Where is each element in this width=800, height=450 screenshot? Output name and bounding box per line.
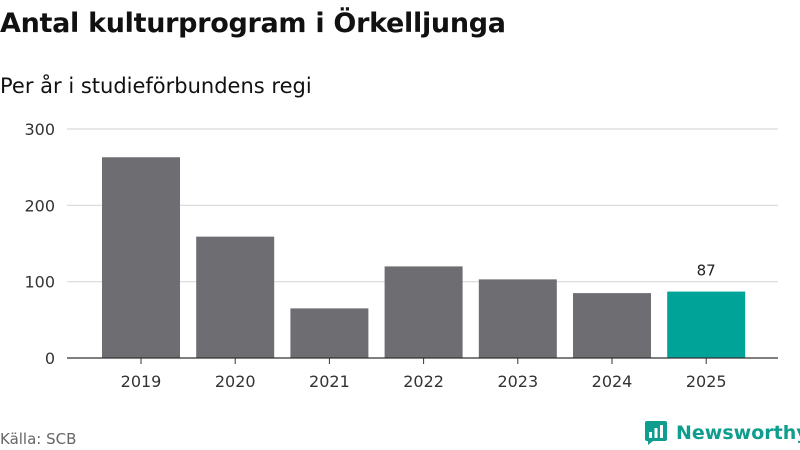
x-tick-label: 2020 [215, 372, 256, 391]
x-tick-label: 2021 [309, 372, 350, 391]
brand-logo: Newsworthy [644, 418, 800, 448]
bar [573, 293, 651, 358]
y-tick-label: 200 [24, 196, 55, 215]
x-tick-label: 2023 [497, 372, 538, 391]
source-note: Källa: SCB [0, 430, 77, 448]
x-tick-label: 2022 [403, 372, 444, 391]
x-tick-label: 2019 [121, 372, 162, 391]
data-label: 87 [697, 262, 716, 280]
brand-name: Newsworthy [676, 422, 800, 444]
y-tick-label: 100 [24, 273, 55, 292]
y-tick-label: 300 [24, 120, 55, 139]
chart-subtitle: Per år i studieförbundens regi [0, 74, 312, 98]
bar [290, 308, 369, 358]
x-tick-label: 2024 [592, 372, 633, 391]
newsworthy-logo-icon [645, 421, 667, 445]
chart-title: Antal kulturprogram i Örkelljunga [0, 8, 506, 39]
bar [102, 157, 180, 358]
bar [196, 236, 275, 358]
y-tick-label: 0 [45, 349, 55, 368]
bar [667, 291, 746, 358]
bar [384, 266, 463, 358]
bar [478, 279, 557, 358]
x-tick-label: 2025 [686, 372, 727, 391]
